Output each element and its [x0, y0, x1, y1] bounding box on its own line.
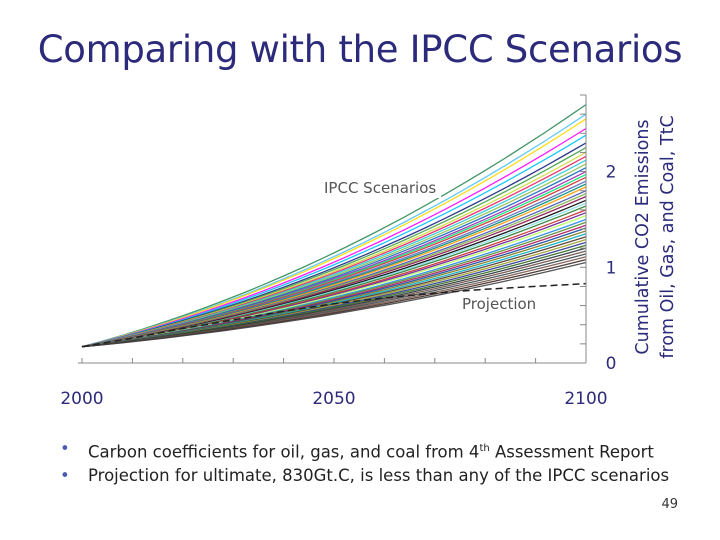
- bullet-list: • Carbon coefficients for oil, gas, and …: [58, 437, 669, 491]
- bullet-item: • Carbon coefficients for oil, gas, and …: [58, 437, 669, 464]
- bullet-marker: •: [60, 466, 70, 485]
- chart-labels: 2000 2050 2100 0 1 2 Cumulative CO2 Emissions f…: [60, 115, 678, 409]
- x-tick-label: 2100: [564, 389, 607, 409]
- scenario-line: [81, 127, 587, 348]
- x-tick-label: 2050: [312, 389, 355, 409]
- bullet-item: • Projection for ultimate, 830Gt.C, is l…: [58, 464, 669, 491]
- emissions-chart: 2000 2050 2100 0 1 2 Cumulative CO2 Emissions f…: [60, 94, 678, 409]
- scenario-line: [81, 173, 587, 348]
- bullet-superscript: th: [479, 443, 490, 454]
- y-axis-label: Cumulative CO2 Emissions from Oil, Gas, a…: [633, 115, 678, 358]
- annotation-background: [320, 178, 441, 198]
- scenario-line: [81, 261, 587, 348]
- y-tick-label: 0: [606, 354, 617, 374]
- slide-title: Comparing with the IPCC Scenarios: [37, 28, 683, 71]
- y-tick-label: 2: [606, 163, 617, 183]
- y-axis-label-line: Cumulative CO2 Emissions: [633, 119, 653, 354]
- bullet-text: Carbon coefficients for oil, gas, and co…: [88, 442, 480, 462]
- bullet-text: Projection for ultimate, 830Gt.C, is les…: [88, 466, 670, 485]
- projection-series: [81, 282, 587, 348]
- scenario-line: [81, 147, 587, 348]
- bullet-marker: •: [60, 439, 70, 458]
- chart-annotation: Projection: [462, 295, 536, 313]
- scenario-line: [81, 134, 587, 348]
- chart-annotation: IPCC Scenarios: [324, 179, 436, 197]
- scenario-line: [81, 104, 587, 348]
- page-number: 49: [661, 497, 678, 512]
- bullet-text-tail: Assessment Report: [489, 442, 654, 462]
- chart-axes: [78, 94, 587, 364]
- y-tick-label: 1: [606, 258, 617, 278]
- x-tick-label: 2000: [60, 389, 103, 409]
- annotation-background: [458, 294, 550, 314]
- projection-line: [81, 282, 587, 348]
- ipcc-scenario-lines: [81, 104, 587, 348]
- scenario-line: [81, 118, 587, 348]
- y-axis-label-line: from Oil, Gas, and Coal, TtC: [658, 115, 678, 358]
